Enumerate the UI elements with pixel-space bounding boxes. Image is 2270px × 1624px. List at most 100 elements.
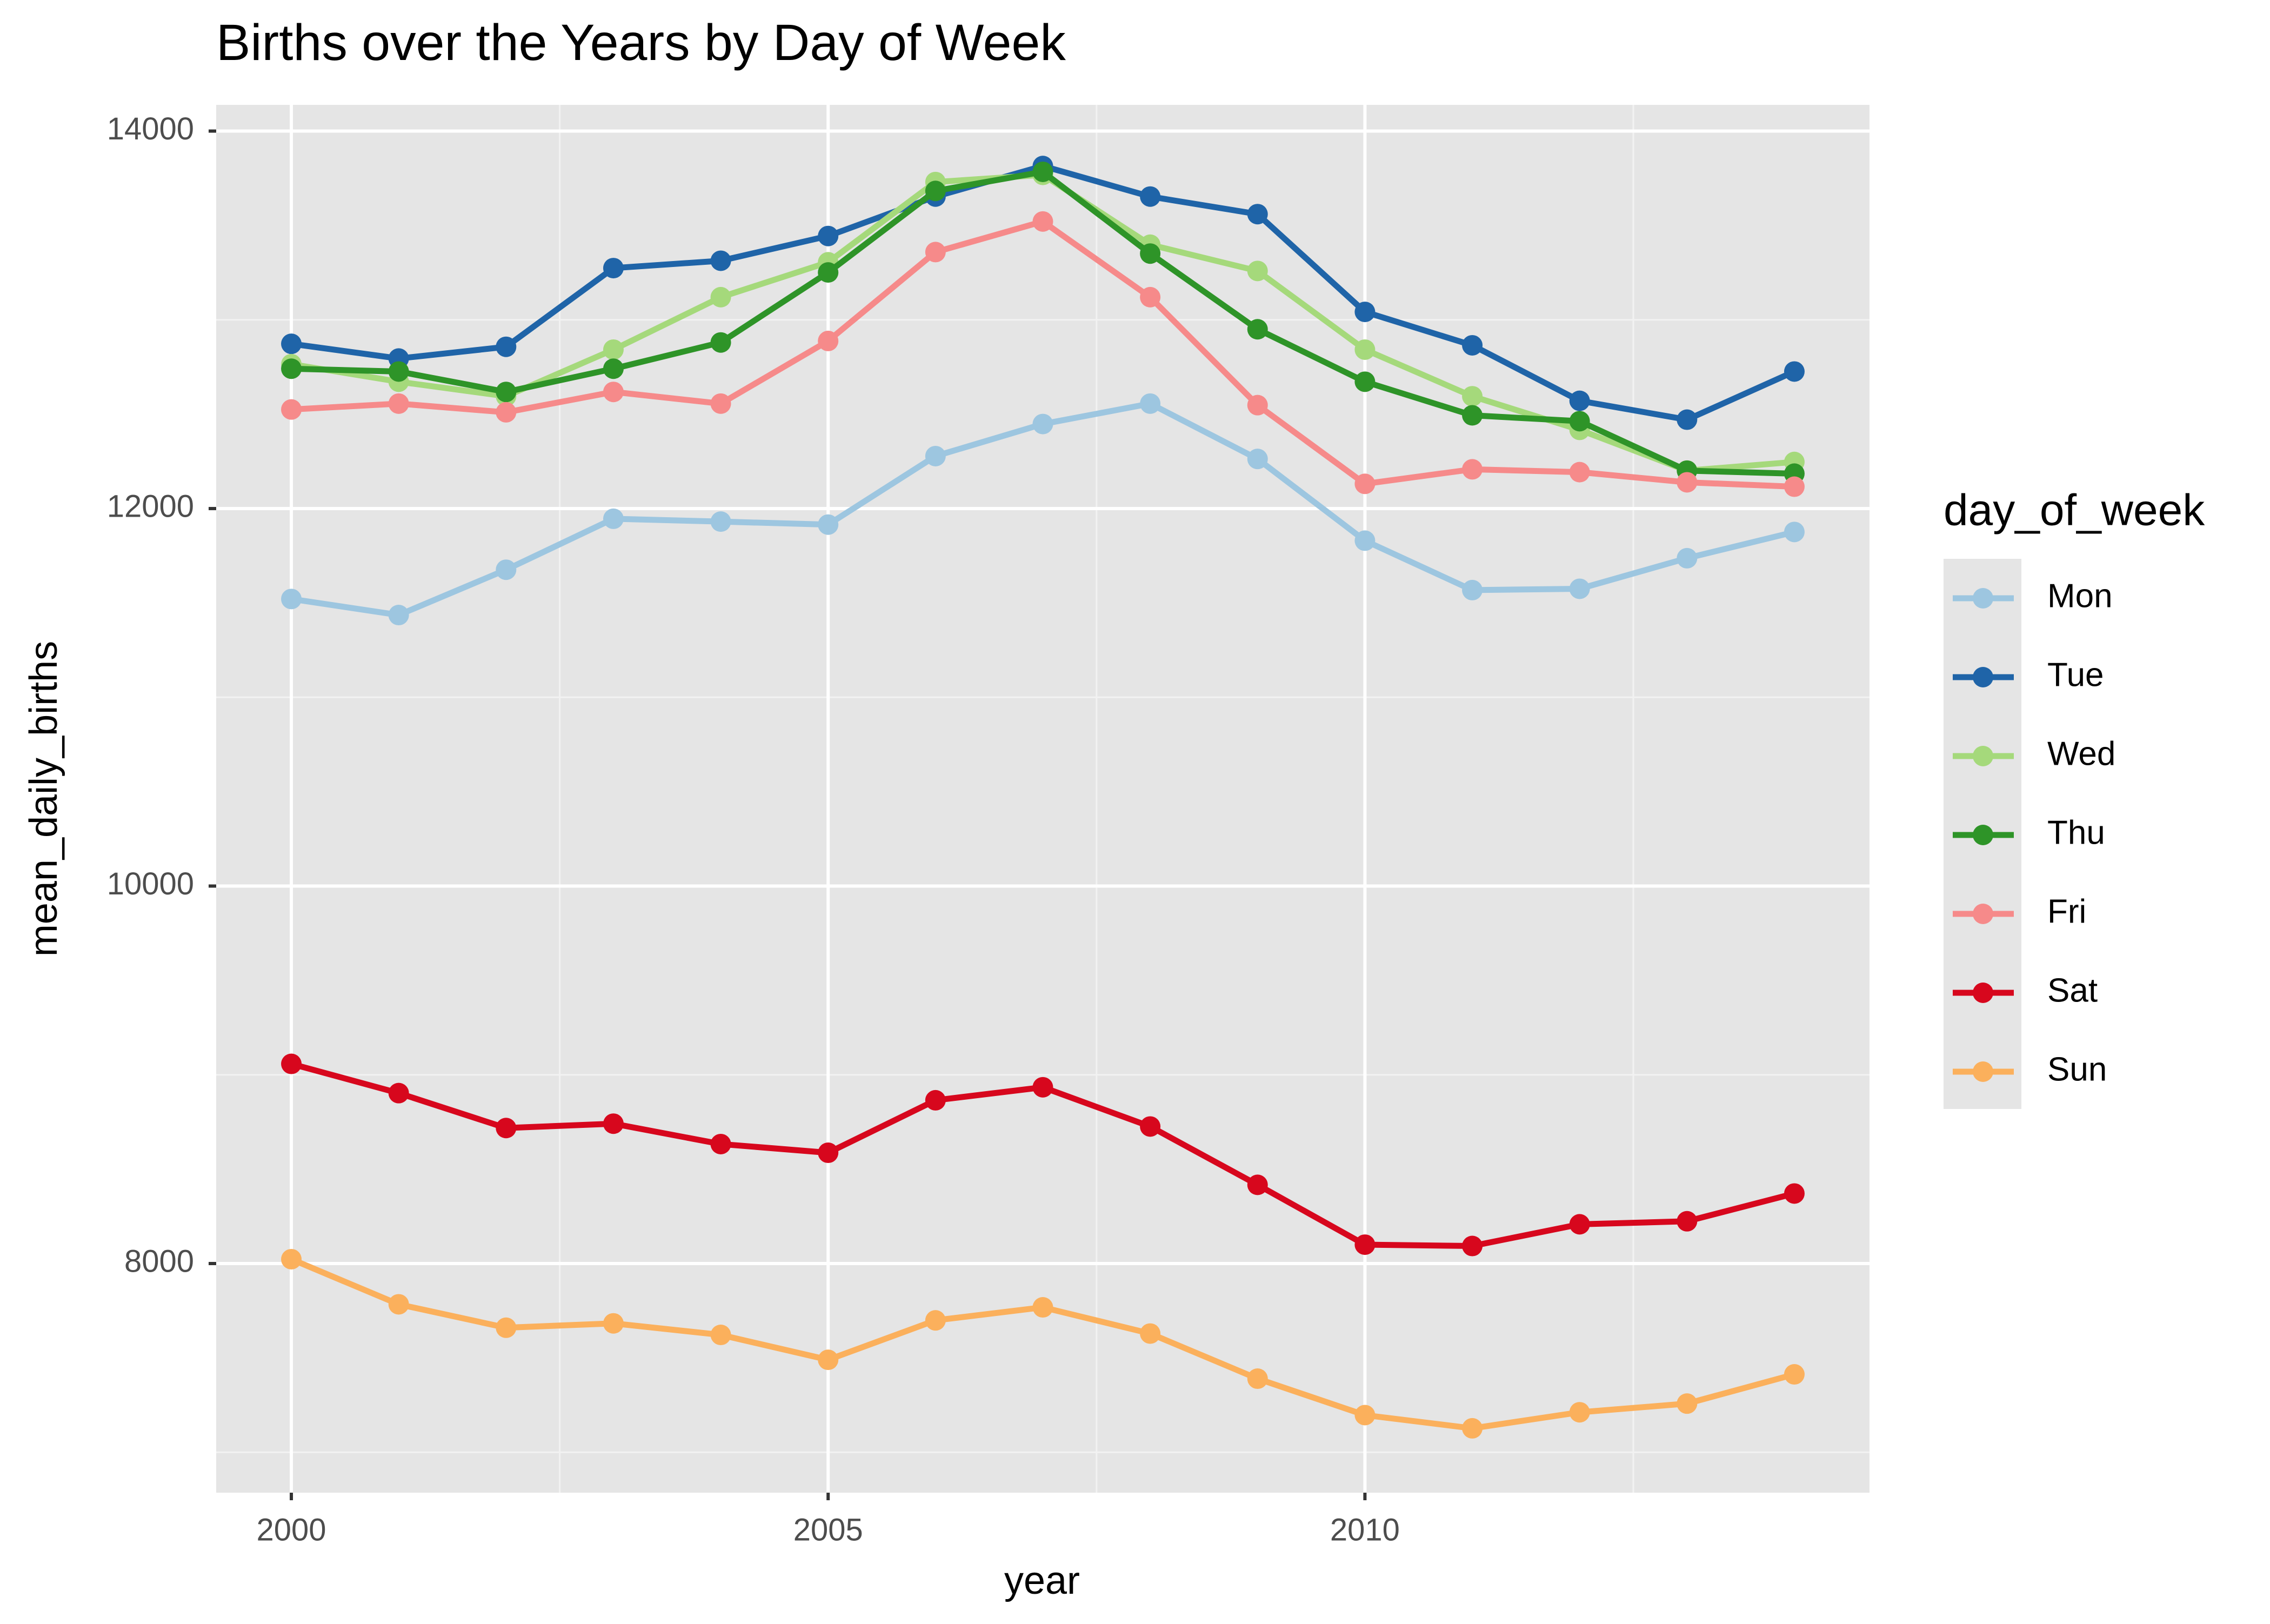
data-point xyxy=(496,1317,517,1338)
data-point xyxy=(1784,361,1805,382)
data-point xyxy=(1677,472,1698,493)
data-point xyxy=(1247,395,1268,416)
legend-key-point xyxy=(1973,1061,1993,1082)
data-point xyxy=(388,1294,409,1315)
data-point xyxy=(496,402,517,423)
data-point xyxy=(710,1325,731,1346)
data-point xyxy=(925,1310,946,1331)
data-point xyxy=(1247,319,1268,340)
data-point xyxy=(710,250,731,271)
data xyxy=(281,156,1805,1439)
legend-key-point xyxy=(1973,983,1993,1003)
data-point xyxy=(1784,1183,1805,1204)
data-point xyxy=(1354,371,1376,392)
y-tick-label: 12000 xyxy=(107,489,194,524)
legend-key-point xyxy=(1973,667,1993,687)
data-point xyxy=(1462,579,1483,600)
y-axis-title: mean_daily_births xyxy=(22,641,65,957)
y-tick-label: 14000 xyxy=(107,111,194,146)
data-point xyxy=(1247,204,1268,225)
y-tick-label: 8000 xyxy=(124,1244,194,1279)
data-point xyxy=(818,1142,839,1164)
chart-title: Births over the Years by Day of Week xyxy=(216,14,1066,71)
data-point xyxy=(388,361,409,382)
data-point xyxy=(1462,1418,1483,1439)
data-point xyxy=(281,358,302,379)
data-point xyxy=(818,330,839,351)
data-point xyxy=(388,1082,409,1104)
data-point xyxy=(925,1090,946,1111)
data-point xyxy=(1032,211,1053,232)
data-point xyxy=(1140,1116,1161,1137)
data-point xyxy=(818,262,839,283)
legend-label: Sat xyxy=(2047,972,2098,1009)
data-point xyxy=(1569,578,1590,599)
data-point xyxy=(1569,390,1590,411)
data-point xyxy=(1247,1368,1268,1389)
plot-panel xyxy=(216,105,1870,1493)
data-point xyxy=(603,339,624,360)
data-point xyxy=(281,1053,302,1074)
data-point xyxy=(1569,411,1590,432)
legend-key-point xyxy=(1973,904,1993,924)
data-point xyxy=(818,1349,839,1371)
data-point xyxy=(1462,459,1483,480)
data-point xyxy=(1677,1211,1698,1232)
data-point xyxy=(496,1118,517,1139)
data-point xyxy=(1032,413,1053,435)
data-point xyxy=(1140,393,1161,414)
data-point xyxy=(1247,449,1268,470)
data-point xyxy=(818,225,839,246)
data-point xyxy=(1247,260,1268,282)
x-axis-title: year xyxy=(1004,1559,1080,1602)
data-point xyxy=(1140,1323,1161,1344)
data-point xyxy=(1032,1077,1053,1098)
data-point xyxy=(710,286,731,308)
data-point xyxy=(818,514,839,535)
data-point xyxy=(1140,186,1161,207)
data-point xyxy=(496,559,517,580)
data-point xyxy=(603,1313,624,1334)
data-point xyxy=(1784,522,1805,543)
data-point xyxy=(710,332,731,353)
legend-label: Thu xyxy=(2047,814,2105,851)
data-point xyxy=(496,382,517,403)
data-point xyxy=(710,1133,731,1154)
data-point xyxy=(1032,161,1053,182)
data-point xyxy=(388,605,409,626)
data-point xyxy=(1677,1393,1698,1414)
x-tick-label: 2010 xyxy=(1330,1512,1400,1547)
data-point xyxy=(1569,1402,1590,1423)
data-point xyxy=(1677,547,1698,569)
legend-label: Wed xyxy=(2047,735,2115,772)
data-point xyxy=(925,445,946,466)
data-point xyxy=(603,358,624,379)
data-point xyxy=(281,399,302,420)
data-point xyxy=(1247,1174,1268,1195)
data-point xyxy=(603,1113,624,1134)
data-point xyxy=(1354,530,1376,551)
data-point xyxy=(1784,476,1805,497)
legend-title: day_of_week xyxy=(1944,486,2205,535)
data-point xyxy=(1354,302,1376,323)
data-point xyxy=(281,333,302,355)
data-point xyxy=(496,336,517,357)
data-point xyxy=(710,511,731,532)
data-point xyxy=(388,393,409,414)
x-tick-label: 2005 xyxy=(793,1512,863,1547)
data-point xyxy=(281,1248,302,1269)
legend-label: Mon xyxy=(2047,577,2113,614)
data-point xyxy=(1462,386,1483,407)
data-point xyxy=(1354,339,1376,360)
data-point xyxy=(1569,462,1590,483)
legend-key-point xyxy=(1973,588,1993,609)
legend-label: Fri xyxy=(2047,893,2086,930)
data-point xyxy=(603,258,624,279)
data-point xyxy=(603,382,624,403)
data-point xyxy=(1462,335,1483,356)
data-point xyxy=(710,393,731,414)
data-point xyxy=(1354,1405,1376,1426)
legend-label: Sun xyxy=(2047,1051,2107,1088)
data-point xyxy=(925,242,946,263)
